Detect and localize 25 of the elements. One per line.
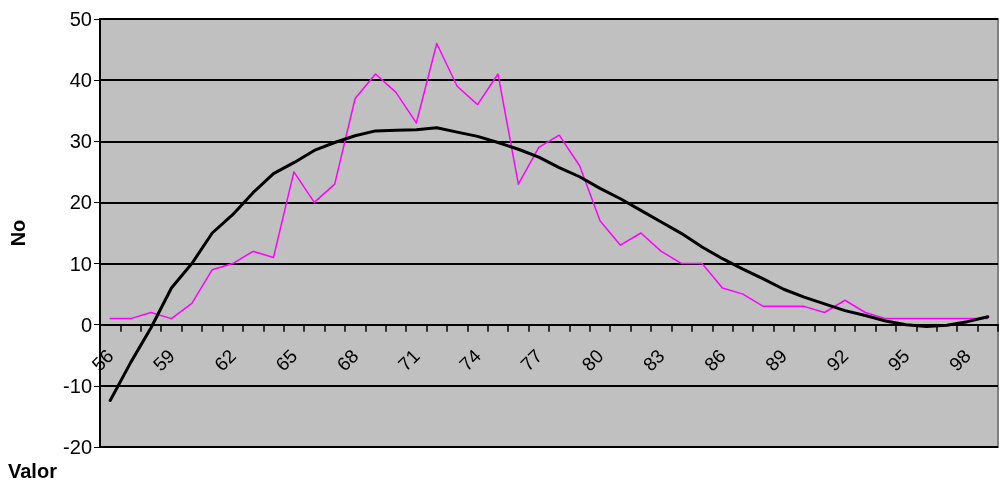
x-tick-label: 65 [271,345,302,376]
x-tick-label: 89 [761,345,792,376]
y-tick-label: 20 [69,191,92,214]
x-tick-label: 92 [822,345,853,376]
x-tick-label: 83 [638,345,669,376]
x-tick-label: 77 [516,345,547,376]
line-series [109,42,989,320]
y-tick-label: -20 [63,436,92,458]
x-tick-label: 95 [883,345,914,376]
y-tick-label: 30 [69,130,92,153]
y-axis-title: No [7,219,29,247]
x-tick-label: 68 [332,345,363,376]
x-axis-title: Valor [8,460,58,482]
y-tick-label: 10 [69,252,92,275]
x-tick-label: 71 [393,345,424,376]
x-tick-label: 98 [945,345,975,376]
y-tick-label: 0 [80,313,92,336]
x-tick-label: 59 [149,345,179,376]
x-tick-label: 74 [455,345,485,376]
x-tick-label: 62 [210,345,241,376]
x-tick-label: 80 [577,345,608,376]
y-tick-label: -10 [63,374,92,397]
x-tick-label: 86 [700,345,730,376]
y-tick-label: 50 [69,8,92,30]
y-tick-label: 40 [69,69,92,92]
